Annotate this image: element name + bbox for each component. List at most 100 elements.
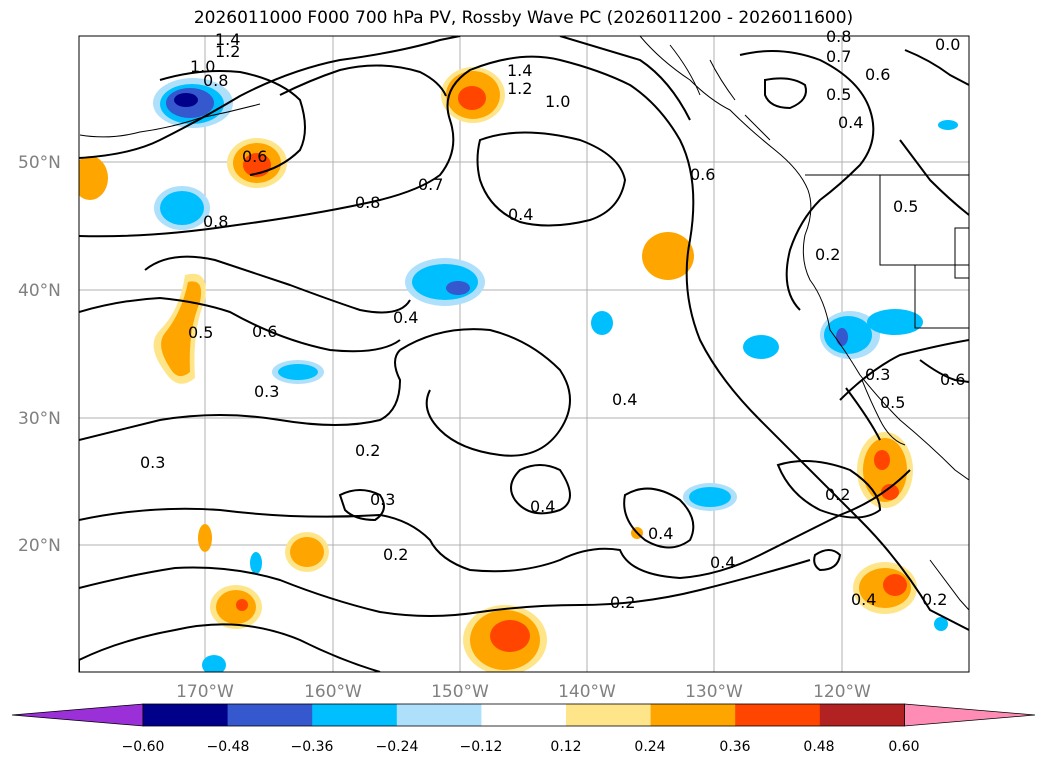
contour-label: 0.7 (826, 47, 851, 66)
colorbar (11, 703, 1036, 727)
contour-label: 0.2 (383, 545, 408, 564)
lat-label-40n: 40°N (18, 281, 61, 301)
anomaly-positive (874, 450, 890, 470)
anomaly-negative (278, 364, 318, 380)
contour-label: 0.6 (940, 370, 965, 389)
colorbar-tick-label: −0.60 (122, 739, 165, 755)
anomaly-positive (79, 156, 108, 200)
colorbar-outline (142, 703, 905, 727)
colorbar-tick-label: −0.24 (376, 739, 419, 755)
anomaly-positive (883, 574, 907, 596)
colorbar-tick-label: −0.36 (291, 739, 334, 755)
anomaly-positive (490, 620, 530, 652)
colorbar-tick-label: 0.60 (888, 739, 919, 755)
anomaly-negative (591, 311, 613, 335)
colorbar-extend-high (904, 703, 1036, 727)
colorbar-tick-label: −0.48 (207, 739, 250, 755)
anomaly-negative (446, 281, 470, 295)
colorbar-tick-label: 0.24 (634, 739, 665, 755)
contour-label: 0.8 (203, 212, 228, 231)
colorbar-segment (566, 704, 652, 726)
contour-labels: 1.4 1.2 1.0 0.8 0.6 1.4 1.2 1.0 0.8 0.7 … (140, 27, 965, 612)
lon-label-160w: 160°W (304, 682, 362, 702)
anomaly-negative (689, 487, 731, 507)
anomaly-negative (202, 655, 226, 672)
colorbar-labels: −0.60 −0.48 −0.36 −0.24 −0.12 0.12 0.24 … (122, 739, 920, 755)
colorbar-segment (143, 704, 229, 726)
contour-label: 1.0 (190, 57, 215, 76)
contour-label: 0.4 (612, 390, 637, 409)
contour-label: 0.3 (370, 490, 395, 509)
anomaly-negative (938, 120, 958, 130)
colorbar-extend-low (11, 703, 144, 727)
anomaly-negative (174, 93, 198, 107)
colorbar-segment (396, 704, 482, 726)
lon-label-130w: 130°W (685, 682, 743, 702)
map-frame (78, 35, 970, 673)
coastlines (79, 36, 969, 611)
contour-label: 0.6 (865, 65, 890, 84)
colorbar-segment (227, 704, 313, 726)
contour-label: 0.2 (815, 245, 840, 264)
contour-label: 0.5 (188, 323, 213, 342)
contour-label: 0.4 (508, 205, 533, 224)
map-title: 2026011000 F000 700 hPa PV, Rossby Wave … (193, 8, 854, 28)
anomaly-positive (198, 524, 212, 552)
lon-label-170w: 170°W (176, 682, 234, 702)
contour-label: 0.4 (710, 553, 735, 572)
contour-label: 0.0 (935, 35, 960, 54)
shaded-anomalies (79, 67, 958, 672)
anomaly-negative (250, 552, 262, 574)
contour-label: 0.6 (242, 147, 267, 166)
contour-label: 0.4 (851, 590, 876, 609)
contour-label: 0.5 (880, 393, 905, 412)
lat-label-30n: 30°N (18, 409, 61, 429)
lon-label-120w: 120°W (813, 682, 871, 702)
anomaly-negative (836, 328, 848, 346)
contour-label: 0.4 (530, 497, 555, 516)
contour-label: 1.2 (507, 79, 532, 98)
contour-label: 0.3 (140, 453, 165, 472)
anomaly-negative (743, 335, 779, 359)
contour-label: 0.3 (865, 365, 890, 384)
anomaly-negative (934, 617, 948, 631)
anomaly-positive (642, 232, 694, 280)
contour-label: 0.4 (648, 524, 673, 543)
contour-label: 0.5 (893, 197, 918, 216)
anomaly-negative (160, 191, 204, 225)
anomaly-positive (881, 484, 899, 500)
contour-label: 0.2 (825, 485, 850, 504)
anomaly-positive (863, 438, 907, 502)
contour-label: 0.2 (355, 441, 380, 460)
latitude-labels: 50°N 40°N 30°N 20°N (18, 153, 61, 556)
colorbar-segment (819, 704, 905, 726)
contour-label: 0.4 (393, 308, 418, 327)
colorbar-segment (650, 704, 736, 726)
colorbar-tick-label: 0.48 (803, 739, 834, 755)
contour-label: 0.8 (355, 193, 380, 212)
colorbar-segment (312, 704, 398, 726)
anomaly-positive (458, 86, 486, 110)
anomaly-positive (290, 537, 324, 567)
contour-label: 0.8 (203, 71, 228, 90)
colorbar-segment (481, 704, 567, 726)
anomaly-positive (236, 599, 248, 611)
anomaly-positive (216, 590, 256, 624)
lon-label-150w: 150°W (431, 682, 489, 702)
lon-label-140w: 140°W (558, 682, 616, 702)
contour-label: 0.2 (922, 590, 947, 609)
contour-label: 0.2 (610, 593, 635, 612)
colorbar-tick-label: 0.36 (719, 739, 750, 755)
plot-area (79, 36, 969, 672)
contour-label: 0.5 (826, 85, 851, 104)
contour-label: 1.4 (507, 61, 532, 80)
contour-label: 1.0 (545, 92, 570, 111)
lat-label-20n: 20°N (18, 536, 61, 556)
contour-label: 0.7 (418, 175, 443, 194)
pv-contours (79, 36, 969, 672)
contour-label: 0.6 (690, 165, 715, 184)
colorbar-tick-label: −0.12 (460, 739, 503, 755)
anomaly-positive (161, 281, 202, 377)
longitude-labels: 170°W 160°W 150°W 140°W 130°W 120°W (176, 682, 871, 702)
